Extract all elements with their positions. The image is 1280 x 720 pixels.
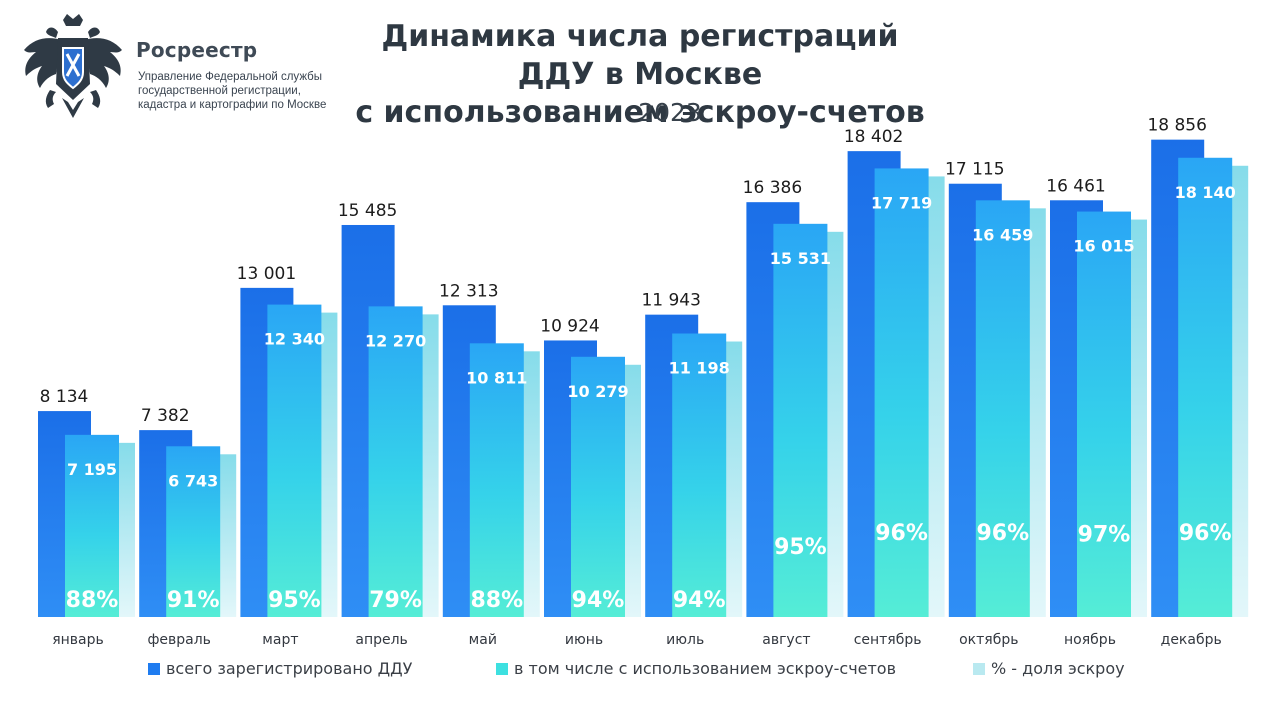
share-percent-label: 96%: [976, 521, 1029, 546]
escrow-value-label: 10 279: [567, 382, 628, 401]
escrow-bar: [874, 168, 929, 618]
legend-label: всего зарегистрировано ДДУ: [166, 659, 413, 678]
category-label: февраль: [147, 632, 211, 648]
share-percent-label: 97%: [1078, 523, 1131, 548]
double-headed-eagle-icon: [24, 14, 122, 118]
category-label: июнь: [565, 632, 603, 648]
escrow-bar: [166, 446, 221, 617]
category-label: апрель: [355, 632, 407, 648]
escrow-value-label: 12 340: [264, 330, 325, 349]
category-label: октябрь: [959, 632, 1018, 648]
escrow-bar: [773, 223, 828, 617]
category-label: июль: [666, 632, 704, 648]
total-value-label: 16 461: [1046, 176, 1105, 196]
chart-title: Динамика числа регистраций ДДУ в Москве …: [340, 18, 940, 132]
escrow-bar: [267, 304, 322, 617]
escrow-value-label: 12 270: [365, 331, 426, 350]
total-value-label: 18 402: [844, 127, 903, 147]
rosreestr-logo: Росреестр Управление Федеральной службы …: [18, 14, 358, 124]
category-label: март: [262, 632, 298, 648]
legend-swatch-escrow: [496, 663, 508, 675]
total-value-label: 11 943: [641, 291, 700, 311]
escrow-bar: [368, 306, 423, 617]
escrow-bar: [1077, 211, 1131, 617]
category-label: ноябрь: [1064, 632, 1116, 648]
chart-subtitle: 2023: [638, 98, 702, 127]
legend-label: в том числе с использованием эскроу-счет…: [514, 659, 897, 678]
legend-item-escrow: в том числе с использованием эскроу-счет…: [496, 659, 896, 678]
total-value-label: 8 134: [40, 387, 89, 407]
legend-item-total: всего зарегистрировано ДДУ: [148, 659, 412, 678]
chart-legend: всего зарегистрировано ДДУ в том числе с…: [148, 659, 1148, 683]
share-percent-label: 95%: [774, 535, 827, 560]
total-value-label: 12 313: [439, 281, 498, 301]
brand-name: Росреестр: [136, 38, 258, 62]
share-percent-label: 79%: [369, 588, 422, 613]
share-percent-label: 96%: [875, 521, 928, 546]
brand-subtitle-line: государственной регистрации,: [138, 85, 301, 97]
escrow-bar: [571, 356, 625, 617]
total-value-label: 13 001: [237, 264, 296, 284]
category-label: сентябрь: [854, 632, 922, 648]
escrow-value-label: 18 140: [1175, 183, 1236, 202]
chart-title-line: Динамика числа регистраций ДДУ в Москве: [381, 19, 899, 92]
brand-subtitle-line: Управление Федеральной службы: [138, 71, 322, 83]
escrow-value-label: 10 811: [466, 368, 527, 387]
legend-swatch-total: [148, 663, 160, 675]
brand-subtitle-line: кадастра и картографии по Москве: [138, 99, 327, 111]
escrow-bar: [1178, 157, 1233, 617]
brand-subtitle: Управление Федеральной службы государств…: [138, 70, 326, 112]
escrow-value-label: 11 198: [669, 359, 730, 378]
escrow-value-label: 6 743: [168, 471, 218, 490]
escrow-value-label: 17 719: [871, 193, 932, 212]
escrow-bar: [672, 333, 727, 617]
total-value-label: 10 924: [540, 316, 599, 336]
category-label: декабрь: [1161, 632, 1222, 648]
legend-item-share: % - доля эскроу: [973, 659, 1125, 678]
share-percent-label: 88%: [470, 588, 523, 613]
escrow-bar: [65, 434, 119, 617]
escrow-value-label: 15 531: [770, 249, 831, 268]
escrow-value-label: 7 195: [67, 460, 117, 479]
share-percent-label: 96%: [1179, 521, 1232, 546]
total-value-label: 15 485: [338, 201, 397, 221]
chart-title-line: с использованием эскроу-счетов: [355, 95, 925, 130]
share-percent-label: 94%: [673, 588, 726, 613]
total-value-label: 18 856: [1147, 116, 1206, 136]
share-percent-label: 88%: [66, 588, 119, 613]
share-percent-label: 94%: [572, 588, 625, 613]
legend-label: % - доля эскроу: [991, 659, 1125, 678]
total-value-label: 17 115: [945, 160, 1004, 180]
category-label: май: [469, 632, 497, 648]
total-value-label: 7 382: [141, 406, 190, 426]
category-label: январь: [52, 632, 104, 648]
share-percent-label: 95%: [268, 588, 321, 613]
share-percent-label: 91%: [167, 588, 220, 613]
category-label: август: [762, 632, 810, 648]
escrow-value-label: 16 459: [972, 225, 1033, 244]
escrow-bar: [469, 343, 524, 617]
total-value-label: 16 386: [743, 178, 802, 198]
legend-swatch-share: [973, 663, 985, 675]
escrow-bar: [975, 200, 1030, 617]
escrow-value-label: 16 015: [1073, 237, 1134, 256]
